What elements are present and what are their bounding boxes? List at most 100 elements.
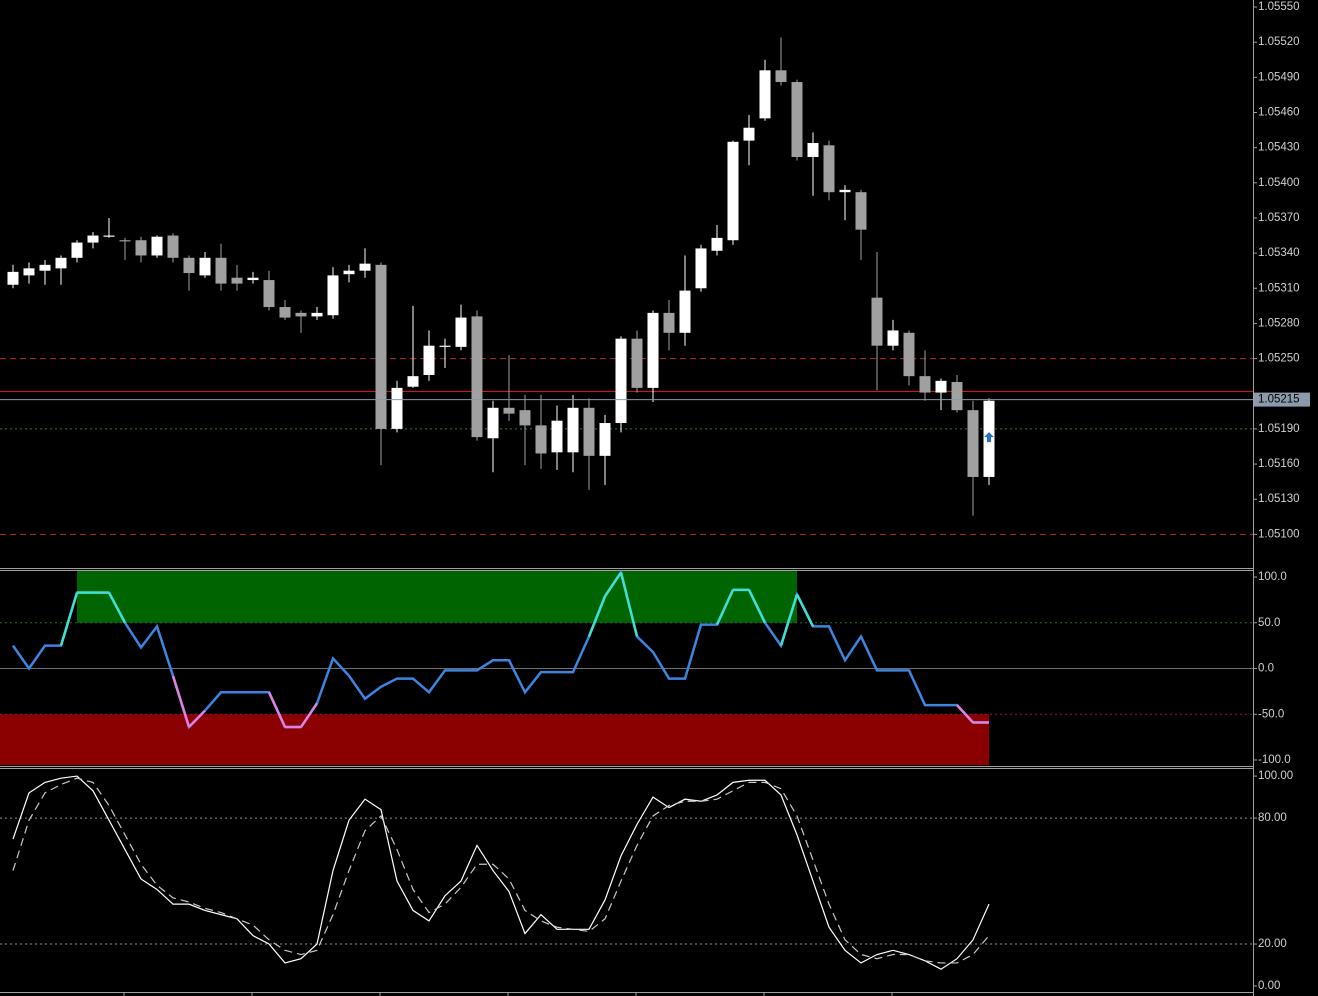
candle-body bbox=[631, 338, 643, 388]
candle-body bbox=[807, 142, 819, 158]
indicator-highlight bbox=[107, 592, 127, 624]
candle-body bbox=[295, 312, 307, 317]
candle-body bbox=[231, 277, 243, 284]
y-tick-label: 1.05490 bbox=[1258, 71, 1300, 83]
candle-body bbox=[647, 312, 659, 388]
indicator-highlight bbox=[171, 675, 191, 728]
indicator-highlight bbox=[779, 594, 799, 647]
candle-body bbox=[935, 380, 947, 393]
candle-body bbox=[71, 242, 83, 258]
candle-body bbox=[791, 82, 803, 158]
last-price-label: 1.05215 bbox=[1258, 394, 1300, 406]
candle-body bbox=[823, 145, 835, 193]
candle-body bbox=[423, 345, 435, 375]
indicator-highlight bbox=[795, 593, 815, 627]
indicator-highlight bbox=[188, 709, 206, 728]
y-tick-label: 80.00 bbox=[1258, 812, 1287, 824]
signal-arrow bbox=[984, 432, 994, 443]
candle-body bbox=[567, 407, 579, 453]
oversold-zone bbox=[0, 714, 989, 765]
indicator-highlight bbox=[587, 595, 607, 637]
candle-body bbox=[151, 236, 163, 256]
frame bbox=[0, 0, 1254, 996]
indicator-highlight bbox=[619, 572, 639, 637]
candle-body bbox=[471, 316, 483, 438]
y-tick-label: 1.05460 bbox=[1258, 107, 1300, 119]
y-tick-label: 1.05280 bbox=[1258, 317, 1300, 329]
y-tick-label: 1.05520 bbox=[1258, 36, 1300, 48]
candle-body bbox=[743, 127, 755, 141]
candle-body bbox=[903, 332, 915, 377]
y-tick-label: 100.0 bbox=[1258, 571, 1287, 583]
candle-body bbox=[183, 257, 195, 274]
y-tick-label: 1.05340 bbox=[1258, 247, 1300, 259]
y-tick-label: 1.05400 bbox=[1258, 177, 1300, 189]
indicator-line bbox=[12, 775, 990, 970]
y-tick-label: 20.00 bbox=[1258, 938, 1287, 950]
y-tick-label: 1.05550 bbox=[1258, 1, 1300, 13]
candle-body bbox=[55, 257, 67, 269]
candle-body bbox=[775, 70, 787, 83]
candle-body bbox=[7, 271, 19, 285]
indicator-line bbox=[12, 777, 990, 964]
candle-body bbox=[519, 410, 531, 426]
y-tick-label: 1.05190 bbox=[1258, 423, 1300, 435]
y-tick-label: 1.05370 bbox=[1258, 212, 1300, 224]
candle-body bbox=[551, 420, 563, 453]
candle-body bbox=[759, 70, 771, 119]
candle-body bbox=[215, 257, 227, 284]
candle-body bbox=[615, 338, 627, 424]
last-price-box bbox=[1254, 392, 1310, 407]
candle-body bbox=[919, 376, 931, 393]
candle-body bbox=[343, 270, 355, 275]
indicator-highlight bbox=[603, 571, 623, 597]
y-tick-label: 100.00 bbox=[1258, 770, 1293, 782]
candle-body bbox=[535, 425, 547, 454]
y-tick-label: 1.05160 bbox=[1258, 458, 1300, 470]
candle-body bbox=[39, 264, 51, 271]
candle-body bbox=[455, 317, 467, 347]
y-tick-label: 0.0 bbox=[1258, 663, 1274, 675]
candle-body bbox=[951, 382, 963, 411]
candle-body bbox=[855, 192, 867, 230]
indicator-highlight bbox=[956, 704, 974, 724]
candle-body bbox=[375, 264, 387, 429]
candle-body bbox=[599, 423, 611, 456]
candle-body bbox=[23, 268, 35, 276]
y-tick-label: -100.0 bbox=[1258, 754, 1291, 766]
y-tick-label: 50.0 bbox=[1258, 617, 1280, 629]
candle-body bbox=[871, 297, 883, 346]
candle-body bbox=[439, 345, 451, 347]
candle-body bbox=[391, 387, 403, 429]
candle-body bbox=[839, 189, 851, 193]
candle-body bbox=[487, 407, 499, 439]
candle-body bbox=[711, 237, 723, 251]
y-tick-label: 1.05250 bbox=[1258, 353, 1300, 365]
candle-body bbox=[695, 248, 707, 289]
candle-body bbox=[887, 330, 899, 346]
candle-body bbox=[199, 257, 211, 276]
candle-body bbox=[87, 235, 99, 243]
candle-body bbox=[663, 312, 675, 333]
y-tick-label: 1.05130 bbox=[1258, 493, 1300, 505]
candle-body bbox=[119, 240, 131, 242]
overbought-zone bbox=[77, 571, 797, 623]
candle-body bbox=[263, 280, 275, 308]
candle-body bbox=[727, 141, 739, 241]
y-tick-label: 0.00 bbox=[1258, 980, 1280, 992]
candle-body bbox=[247, 277, 259, 281]
y-tick-label: 1.05430 bbox=[1258, 142, 1300, 154]
candle-body bbox=[359, 263, 371, 271]
candle-body bbox=[583, 407, 595, 456]
indicator-highlight bbox=[59, 592, 79, 646]
indicator-highlight bbox=[715, 589, 735, 626]
candle-body bbox=[167, 235, 179, 258]
candle-body bbox=[679, 290, 691, 333]
y-tick-label: 1.05100 bbox=[1258, 528, 1300, 540]
indicator-highlight bbox=[747, 589, 767, 624]
candle-body bbox=[135, 240, 147, 256]
y-tick-label: -50.0 bbox=[1258, 708, 1284, 720]
indicator-highlight bbox=[267, 691, 287, 728]
candle-body bbox=[279, 307, 291, 318]
